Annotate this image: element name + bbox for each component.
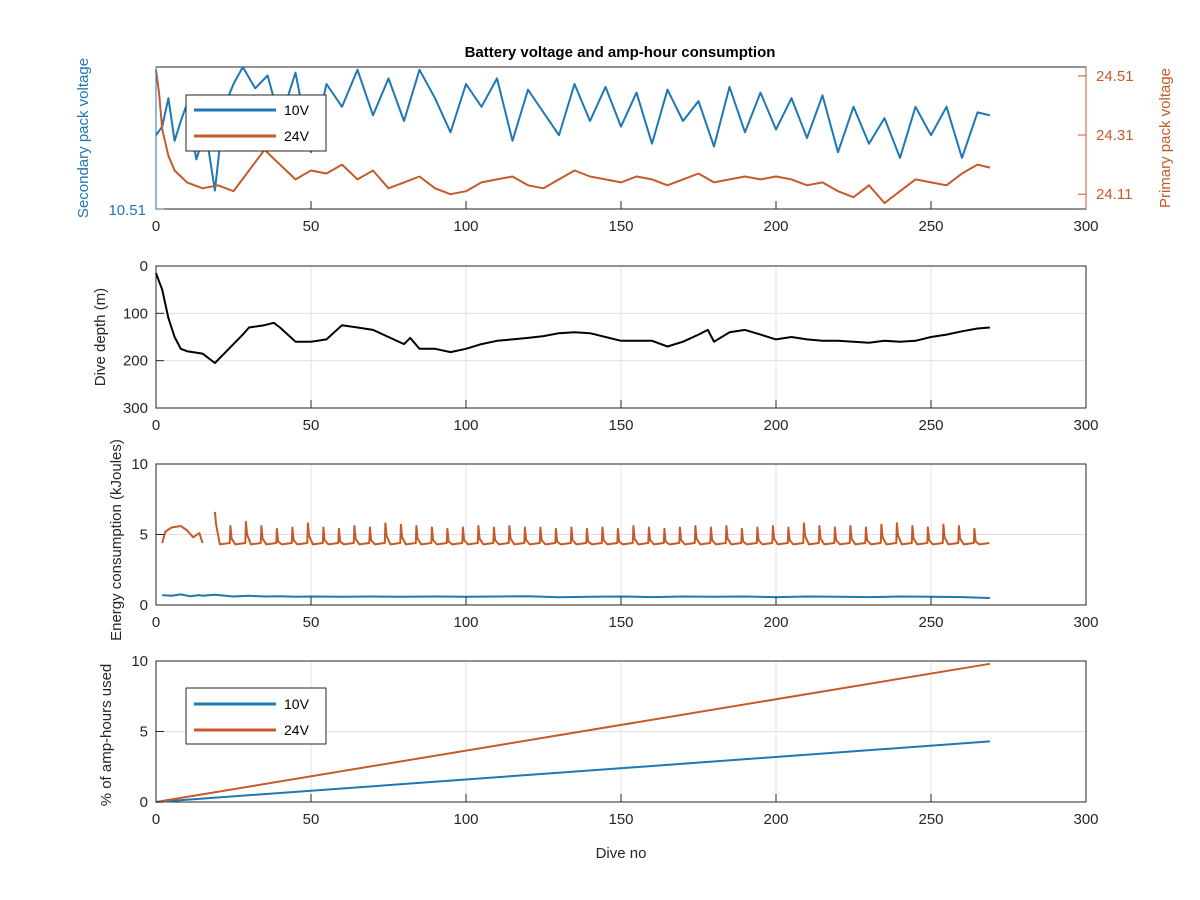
- x-tick-label: 0: [152, 218, 160, 235]
- secondary-voltage-ticks: 10.51: [108, 67, 164, 219]
- voltage-legend-10v-label: 10V: [284, 102, 310, 118]
- y-tick-label: 0: [140, 794, 148, 811]
- x-tick-label: 250: [918, 614, 943, 631]
- series-24v-line: [155, 69, 991, 205]
- dive-depth-line: [155, 272, 990, 364]
- x-tick-label: 250: [918, 417, 943, 434]
- x-tick-label: 100: [453, 614, 478, 631]
- x-tick-label: 200: [763, 811, 788, 828]
- y-tick-label: 10: [131, 456, 148, 473]
- energy-x-ticks: 0 50 100 150 200 250 300: [152, 597, 1099, 631]
- y-tick-label: 0: [140, 258, 148, 275]
- x-tick-label: 50: [303, 417, 320, 434]
- chart-title: Battery voltage and amp-hour consumption: [465, 44, 776, 61]
- amp-hours-legend-box: [185, 687, 327, 745]
- voltage-legend-box: [185, 94, 327, 152]
- x-tick-label: 100: [453, 218, 478, 235]
- depth-panel: 0 50 100 150 200 250 300 0 100 200 300 Dive depth…: [92, 258, 1099, 434]
- x-tick-label: 150: [608, 218, 633, 235]
- voltage-panel: Battery voltage and amp-hour consumption…: [75, 44, 1174, 235]
- amp-hours-used-label: % of amp-hours used: [98, 664, 115, 807]
- x-tick-label: 0: [152, 811, 160, 828]
- y-tick-label: 300: [123, 400, 148, 417]
- dive-no-label: Dive no: [596, 845, 647, 862]
- energy-panel: 0 50 100 150 200 250 300 0 5 10 Energy consumpti…: [108, 439, 1099, 641]
- x-tick-label: 200: [763, 417, 788, 434]
- x-tick-label: 0: [152, 417, 160, 434]
- y-tick-label: 5: [140, 724, 148, 741]
- x-tick-label: 150: [608, 417, 633, 434]
- x-tick-label: 300: [1073, 417, 1098, 434]
- x-tick-label: 300: [1073, 218, 1098, 235]
- amp-hours-10v-line: [155, 740, 990, 803]
- dive-depth-label: Dive depth (m): [92, 288, 109, 386]
- energy-grid: [155, 463, 1087, 606]
- amp-hours-lines: [155, 662, 991, 803]
- x-tick-label: 150: [608, 811, 633, 828]
- amp-hours-24v-line: [155, 662, 991, 803]
- x-tick-label: 50: [303, 218, 320, 235]
- energy-24v-line: [213, 511, 990, 546]
- amp-hours-legend: 10V 24V: [185, 687, 327, 745]
- energy-lines: [161, 511, 990, 599]
- y-right-tick-label: 24.51: [1096, 68, 1134, 85]
- y-right-tick-label: 24.11: [1096, 186, 1132, 203]
- y-tick-label: 5: [140, 527, 148, 544]
- y-tick-label: 200: [123, 353, 148, 370]
- y-left-tick-label: 10.51: [108, 202, 146, 219]
- x-tick-label: 100: [453, 417, 478, 434]
- voltage-x-ticks: 0 50 100 150 200 250 300: [152, 201, 1099, 235]
- energy-y-ticks: 0 5 10: [131, 456, 164, 614]
- y-right-tick-label: 24.31: [1096, 127, 1134, 144]
- energy-24v-line-start: [161, 525, 204, 544]
- x-tick-label: 200: [763, 614, 788, 631]
- x-tick-label: 250: [918, 218, 943, 235]
- y-tick-label: 100: [123, 305, 148, 322]
- primary-pack-voltage-label: Primary pack voltage: [1157, 68, 1174, 208]
- voltage-legend: 10V 24V: [185, 94, 327, 152]
- x-tick-label: 50: [303, 811, 320, 828]
- x-tick-label: 0: [152, 614, 160, 631]
- x-tick-label: 300: [1073, 811, 1098, 828]
- depth-y-ticks: 0 100 200 300: [123, 258, 164, 417]
- secondary-pack-voltage-label: Secondary pack voltage: [75, 58, 92, 218]
- x-tick-label: 50: [303, 614, 320, 631]
- amp-hours-panel: 0 50 100 150 200 250 300 0 5 10 % of amp-hours u…: [98, 653, 1099, 862]
- amp-hours-legend-10v-label: 10V: [284, 696, 310, 712]
- x-tick-label: 100: [453, 811, 478, 828]
- y-tick-label: 10: [131, 653, 148, 670]
- energy-consumption-label: Energy consumption (kJoules): [108, 439, 125, 641]
- x-tick-label: 150: [608, 614, 633, 631]
- amp-hours-x-ticks: 0 50 100 150 200 250 300: [152, 794, 1099, 828]
- x-tick-label: 300: [1073, 614, 1098, 631]
- primary-voltage-ticks: 24.51 24.31 24.11: [1078, 67, 1134, 209]
- depth-lines: [155, 272, 990, 364]
- depth-grid: [155, 265, 1087, 409]
- depth-x-ticks: 0 50 100 150 200 250 300: [152, 400, 1099, 434]
- x-tick-label: 250: [918, 811, 943, 828]
- series-10v-line: [155, 66, 991, 192]
- x-tick-label: 200: [763, 218, 788, 235]
- amp-hours-legend-24v-label: 24V: [284, 722, 310, 738]
- voltage-legend-24v-label: 24V: [284, 128, 310, 144]
- y-tick-label: 0: [140, 597, 148, 614]
- amp-hours-y-ticks: 0 5 10: [131, 653, 164, 811]
- energy-10v-line: [162, 593, 990, 599]
- voltage-lines: [155, 66, 991, 205]
